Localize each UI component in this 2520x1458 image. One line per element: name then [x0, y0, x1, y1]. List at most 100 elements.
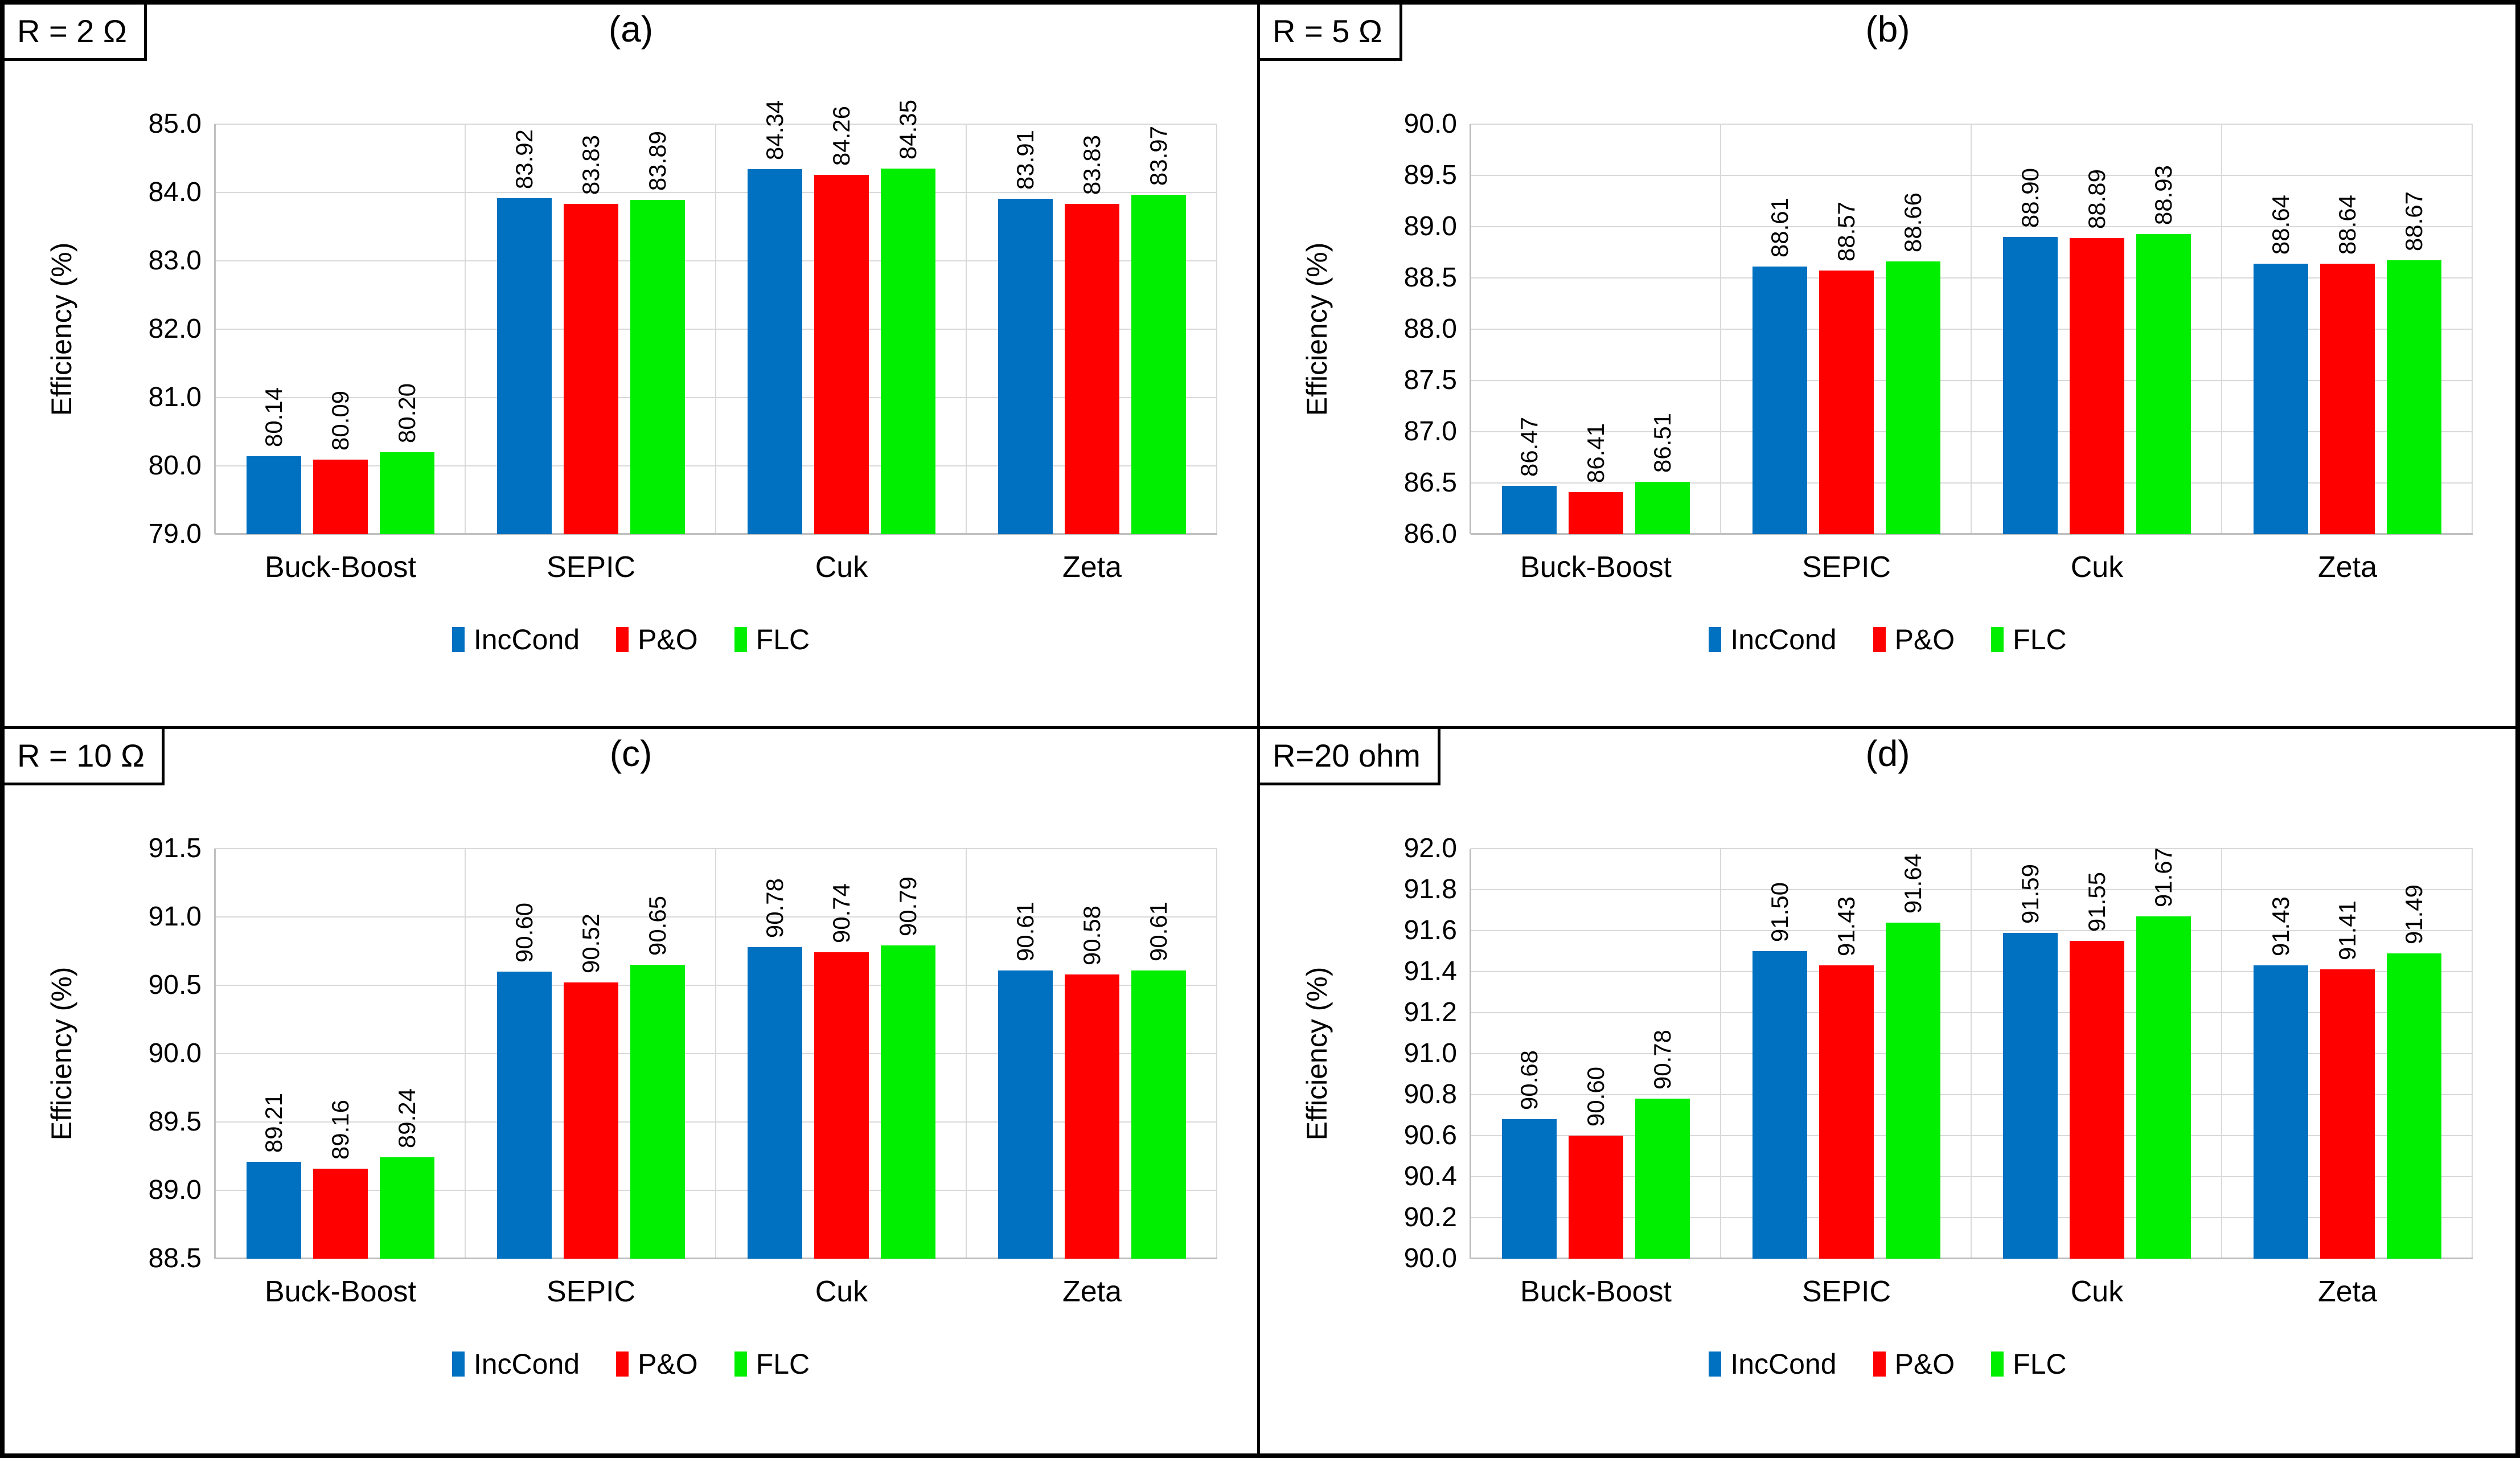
legend-item-flc: FLC [1991, 624, 2067, 656]
bar-value-label: 90.74 [828, 883, 855, 944]
chart-panel-c: R = 10 Ω (c) Efficiency (%) 91.5 91.0 90.5 90.… [5, 729, 1260, 1453]
category-label: Zeta [2317, 1275, 2378, 1308]
y-tick-label: 90.4 [1403, 1161, 1457, 1191]
bar-inccond-zeta [998, 970, 1053, 1259]
bar-flc-sepic [1886, 261, 1940, 534]
y-tick-label: 91.2 [1403, 997, 1457, 1027]
bar-inccond-buck-boost [1502, 1119, 1557, 1259]
bar-value-label: 80.14 [260, 387, 287, 448]
y-tick-label: 89.0 [148, 1175, 202, 1205]
condition-label: R = 2 Ω [5, 5, 147, 61]
y-axis-line [1470, 849, 1471, 1259]
legend-label: FLC [2013, 624, 2067, 656]
gridline [1720, 124, 1721, 534]
gridline [2472, 849, 2473, 1259]
legend-item-inccond: IncCond [1709, 624, 1837, 656]
bar-flc-buck-boost [1635, 1099, 1690, 1259]
bar-p-o-cuk [2070, 237, 2124, 534]
category-label: Zeta [1062, 551, 1122, 584]
gridline [966, 124, 967, 534]
bar-value-label: 91.59 [2017, 863, 2043, 924]
bar-p-o-sepic [1819, 965, 1874, 1259]
y-tick-label: 91.4 [1403, 956, 1457, 986]
bar-value-label: 83.83 [577, 135, 604, 195]
y-tick-label: 86.0 [1403, 519, 1457, 549]
y-axis-title: Efficiency (%) [1301, 966, 1333, 1141]
panel-title: (b) [1865, 9, 1910, 50]
legend-item-inccond: IncCond [1709, 1348, 1837, 1380]
bar-value-label: 91.67 [2150, 847, 2177, 907]
y-tick-label: 88.0 [1403, 314, 1457, 344]
x-axis-line [1471, 1258, 2473, 1259]
chart-panel-a: R = 2 Ω (a) Efficiency (%) 85.0 84.0 83.0 82.0… [5, 5, 1260, 729]
y-tick-label: 84.0 [148, 177, 202, 207]
bar-value-label: 90.68 [1516, 1050, 1542, 1111]
category-label: Buck-Boost [265, 551, 416, 584]
legend-label: IncCond [1730, 1348, 1837, 1380]
y-tick-label: 90.0 [1403, 1243, 1457, 1273]
bar-inccond-sepic [1752, 951, 1807, 1259]
y-tick-label: 90.0 [148, 1038, 202, 1068]
category-label: SEPIC [1801, 1275, 1891, 1308]
bar-inccond-sepic [497, 972, 552, 1259]
gridline [215, 124, 1217, 125]
y-axis-line [1470, 124, 1471, 534]
y-tick-label: 91.0 [1403, 1038, 1457, 1068]
bar-flc-sepic [630, 965, 685, 1259]
bar-value-label: 91.49 [2400, 884, 2427, 944]
y-tick-label: 82.0 [148, 314, 202, 344]
legend-item-flc: FLC [734, 625, 810, 654]
bar-value-label: 84.26 [828, 105, 855, 166]
bar-flc-zeta [2387, 953, 2441, 1259]
bar-flc-sepic [630, 200, 685, 534]
y-tick-label: 90.6 [1403, 1120, 1457, 1150]
chart-panel-b: R = 5 Ω (b) Efficiency (%) 90.0 89.5 89.0 88.5… [1260, 5, 2515, 729]
bar-p-o-buck-boost [1569, 492, 1623, 534]
category-label: Cuk [2070, 1275, 2124, 1308]
y-tick-label: 89.5 [148, 1107, 202, 1137]
bar-value-label: 90.61 [1012, 901, 1039, 961]
legend-swatch [1991, 1351, 2004, 1377]
legend-swatch [616, 627, 629, 652]
legend: IncCond P&O FLC [5, 1350, 1257, 1378]
legend-label: P&O [638, 1348, 698, 1380]
category-label: Buck-Boost [1520, 1275, 1672, 1308]
gridline [715, 849, 716, 1259]
y-axis-line [214, 849, 216, 1259]
bar-flc-cuk [881, 945, 935, 1259]
gridline [215, 1053, 1217, 1054]
x-axis-line [1471, 533, 2473, 535]
plot-area: 80.14 80.09 80.20 83.92 83.83 83.89 84.34 84.26… [214, 100, 1217, 535]
legend: IncCond P&O FLC [1260, 625, 2515, 654]
bar-inccond-zeta [2254, 965, 2308, 1259]
bar-flc-sepic [1886, 922, 1940, 1259]
bar-value-label: 91.41 [2334, 900, 2361, 961]
legend-item-inccond: IncCond [452, 625, 580, 654]
plot-area: 86.47 86.41 86.51 88.61 88.57 88.66 88.90 88.89… [1470, 124, 2473, 535]
chart-panel-d: R=20 ohm (d) Efficiency (%) 92.0 91.8 91.6 91.… [1260, 729, 2515, 1453]
y-tick-label: 80.0 [148, 450, 202, 481]
legend-label: IncCond [1730, 624, 1837, 656]
gridline [1971, 124, 1972, 534]
gridline [1471, 175, 2473, 176]
y-tick-label: 92.0 [1403, 833, 1457, 863]
y-tick-label: 89.5 [1403, 160, 1457, 190]
legend-label: IncCond [473, 1348, 580, 1380]
y-axis-title: Efficiency (%) [46, 966, 77, 1141]
bar-flc-cuk [881, 169, 935, 534]
bar-value-label: 83.91 [1012, 129, 1039, 190]
bar-value-label: 90.78 [761, 878, 788, 938]
y-tick-label: 89.0 [1403, 211, 1457, 241]
legend-swatch [1709, 1351, 1722, 1377]
bar-value-label: 89.24 [393, 1088, 420, 1149]
gridline [1471, 226, 2473, 227]
condition-label: R=20 ohm [1260, 729, 1440, 785]
y-tick-label: 88.5 [1403, 263, 1457, 293]
legend-swatch [1873, 627, 1886, 652]
y-tick-label: 91.0 [148, 902, 202, 932]
gridline [1471, 380, 2473, 381]
y-tick-label: 91.6 [1403, 915, 1457, 945]
condition-label: R = 5 Ω [1260, 5, 1402, 61]
bar-p-o-cuk [814, 174, 869, 534]
bar-p-o-sepic [1819, 271, 1874, 534]
